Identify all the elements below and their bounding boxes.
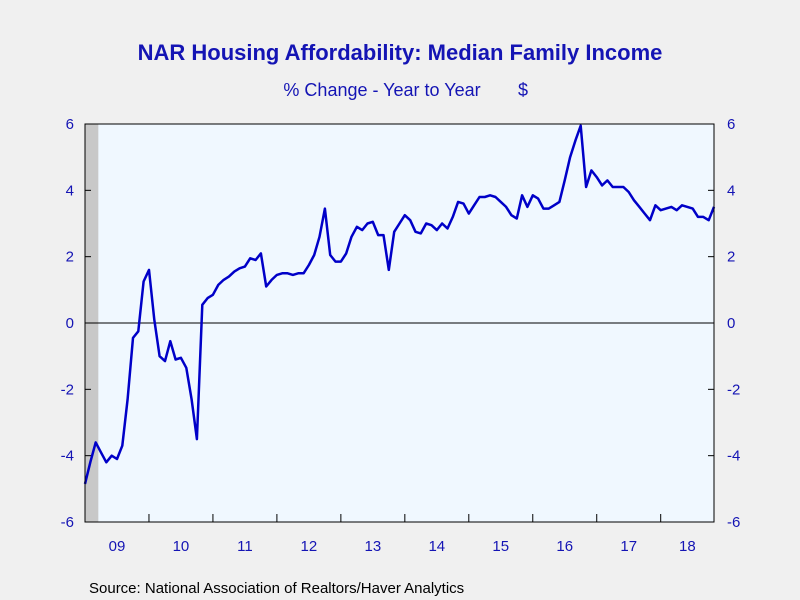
x-tick-label: 18 (679, 538, 696, 555)
source-note: Source: National Association of Realtors… (89, 580, 464, 597)
left-y-tick-label: 6 (66, 116, 74, 133)
x-tick-label: 14 (428, 538, 445, 555)
x-tick-label: 09 (109, 538, 126, 555)
chart-title: NAR Housing Affordability: Median Family… (138, 40, 663, 65)
right-y-tick-label: -4 (727, 448, 740, 465)
right-axis-ticks: 6 4 2 0 -2 -4 -6 (708, 116, 740, 531)
right-y-tick-label: -2 (727, 381, 740, 398)
x-tick-label: 17 (620, 538, 637, 555)
x-axis-ticks (148, 514, 662, 522)
right-y-tick-label: 2 (727, 249, 735, 266)
left-y-tick-label: 0 (66, 315, 74, 332)
right-y-tick-label: 4 (727, 182, 735, 199)
series-line (83, 124, 716, 485)
chart-subtitle: % Change - Year to Year (283, 80, 480, 100)
left-axis-ticks: 6 4 2 0 -2 -4 -6 (61, 116, 91, 531)
x-tick-label: 11 (237, 538, 253, 555)
right-y-tick-label: 6 (727, 116, 735, 133)
x-tick-label: 13 (365, 538, 382, 555)
unit-label: $ (518, 80, 528, 100)
plot-frame (84, 123, 715, 523)
right-y-tick-label: -6 (727, 514, 740, 531)
left-y-tick-label: 2 (66, 249, 74, 266)
left-y-tick-label: -6 (61, 514, 74, 531)
left-y-tick-label: 4 (66, 182, 74, 199)
left-y-tick-label: -2 (61, 381, 74, 398)
x-tick-label: 16 (556, 538, 573, 555)
x-axis-labels: 09 10 11 12 13 14 15 16 17 18 (109, 538, 696, 555)
x-tick-label: 15 (492, 538, 509, 555)
right-y-tick-label: 0 (727, 315, 735, 332)
x-tick-label: 12 (301, 538, 318, 555)
x-tick-label: 10 (173, 538, 190, 555)
left-y-tick-label: -4 (61, 448, 74, 465)
